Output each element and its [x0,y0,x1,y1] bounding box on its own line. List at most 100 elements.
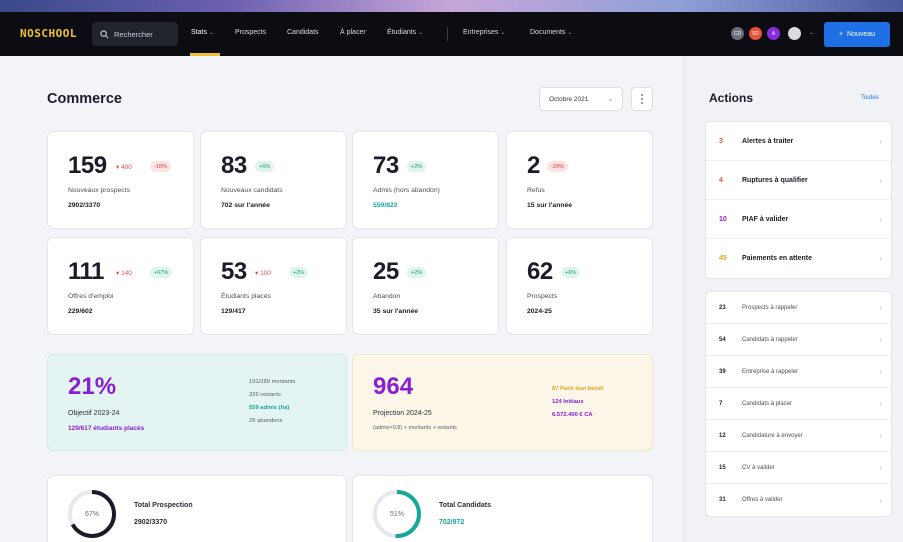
action-count: 12 [719,432,726,439]
nav-item-documents[interactable]: Documents ⌄ [530,29,572,36]
stat-label: Prospects [527,293,558,300]
candidats-donut [373,490,421,538]
nav-item-a-placer[interactable]: À placer [340,29,366,36]
stat-card[interactable]: 159 ▾ 400 -18% Nouveaux prospects 2902/3370 [47,131,194,229]
avatar[interactable]: SD [748,26,763,41]
action-row[interactable]: 15 CV à valider › [706,452,891,484]
stat-label: Abandon [373,293,401,300]
chevron-down-icon: ⌄ [809,30,815,36]
action-count: 3 [719,137,723,145]
chevron-right-icon: › [879,214,882,224]
nav-item-stats[interactable]: Stats ⌄ [191,29,214,36]
action-count: 23 [719,304,726,311]
avatar[interactable]: CD [730,26,745,41]
stat-value: 83 [221,152,247,179]
detail-line: 326 restants [249,392,281,398]
stat-card[interactable]: 53 ▾ 100 +2% Étudiants placés 129/417 [200,237,347,335]
objective-value: 21% [68,373,117,400]
month-select[interactable]: Octobre 2021 ⌄ [539,87,623,111]
stat-sub: 2902/3370 [68,202,101,209]
nav-item-candidats[interactable]: Candidats [287,29,319,36]
stat-label: Refus [527,187,545,194]
nav-item-label: Entreprises [463,29,499,36]
donut-percent: 67% [84,510,99,518]
action-row[interactable]: 54 Candidats à rappeler › [706,324,891,356]
stat-value: 2 [527,152,540,179]
donut-arc [68,490,116,538]
donut-title: Total Candidats [439,502,491,509]
action-count: 15 [719,464,726,471]
action-row[interactable]: 3 Alertes à traiter › [706,122,891,161]
projection-value: 964 [373,373,414,400]
action-label: Paiements en attente [742,255,813,262]
donut-arc [373,490,421,538]
action-count: 54 [719,336,726,343]
logo[interactable]: NOSCHOOL [20,27,77,40]
stat-card[interactable]: 73 +2% Admis (hors abandon) 559/822 [352,131,499,229]
nav-item-label: Documents [530,29,566,36]
action-label: PIAF à valider [742,215,789,223]
nav-item-etudiants[interactable]: Étudiants ⌄ [387,29,423,36]
nav-item-label: À placer [340,29,366,36]
action-row[interactable]: 7 Candidats à placer › [706,388,891,420]
action-label: Offres à valider [742,497,783,503]
new-button-label: Nouveau [847,31,876,38]
user-menu-chevron[interactable]: ⌄ [807,29,814,36]
prospection-total-card: 67% Total Prospection 2902/3370 [47,475,347,542]
action-row[interactable]: 45 Paiements en attente › [706,239,891,278]
nav-item-label: Candidats [287,29,319,36]
objective-details: 191/280 montants 326 restants 559 admis … [249,376,295,428]
action-label: Prospects à rappeler [742,304,798,311]
stat-card[interactable]: 83 +6% Nouveaux candidats 702 sur l'année [200,131,347,229]
donut-value: 702/972 [439,519,465,526]
dot [641,102,643,104]
active-tab-indicator [190,53,220,56]
detail-line: 559 admis (ha) [249,405,290,411]
search-input[interactable]: Rechercher [92,22,178,46]
stat-value: 159 [68,152,107,179]
stat-label: Offres d'emploi [68,293,114,300]
dot [641,98,643,100]
stat-sub: 35 sur l'année [373,308,419,315]
action-row[interactable]: 39 Entreprise à rappeler › [706,356,891,388]
actions-title: Actions [709,91,754,105]
stat-label: Admis (hors abandon) [373,187,440,194]
stat-sub: 2024-25 [527,308,552,315]
trend-badge: +2% [407,267,427,278]
action-count: 39 [719,368,726,375]
stat-delta: ▾ 140 [116,270,132,277]
search-icon [100,29,109,38]
more-options-button[interactable] [631,87,653,111]
projection-card: 964 Projection 2024-25 (admis×0.8) + mon… [352,354,653,451]
nav-item-label: Étudiants [387,29,417,36]
trend-badge: -29% [547,161,568,172]
stat-card[interactable]: 25 +2% Abandon 35 sur l'année [352,237,499,335]
donut-value: 2902/3370 [134,519,168,526]
candidats-total-card: 51% Total Candidats 702/972 [352,475,653,542]
nav-item-entreprises[interactable]: Entreprises ⌄ [463,29,505,36]
nav-item-prospects[interactable]: Prospects [235,29,266,36]
action-row[interactable]: 10 PIAF à valider › [706,200,891,239]
stat-card[interactable]: 111 ▾ 140 +67% Offres d'emploi 229/602 [47,237,194,335]
chevron-right-icon: › [879,254,882,263]
new-button[interactable]: + Nouveau [824,22,890,47]
action-row[interactable]: 12 Candidature à envoyer › [706,420,891,452]
stat-card[interactable]: 62 +6% Prospects 2024-25 [506,237,653,335]
donut-title: Total Prospection [134,502,193,509]
projection-details: 87 Pack tout bénéf 124 Initiaux 6.572.40… [552,383,603,422]
user-avatar[interactable] [787,26,802,41]
action-row[interactable]: 4 Ruptures à qualifier › [706,161,891,200]
action-label: Candidature à envoyer [742,432,803,439]
avatar[interactable]: A [766,26,781,41]
action-row[interactable]: 23 Prospects à rappeler › [706,292,891,324]
stat-card[interactable]: 2 -29% Refus 15 sur l'année [506,131,653,229]
avatar-initials: CD [733,30,742,37]
stat-value: 111 [68,258,104,285]
action-row[interactable]: 31 Offres à valider › [706,484,891,516]
actions-all-link[interactable]: Toutes [861,95,879,101]
nav-item-label: Prospects [235,29,267,36]
chevron-right-icon: › [879,431,882,440]
stat-value: 25 [373,258,399,285]
action-label: Candidats à rappeler [742,336,798,343]
chevron-right-icon: › [879,175,882,185]
